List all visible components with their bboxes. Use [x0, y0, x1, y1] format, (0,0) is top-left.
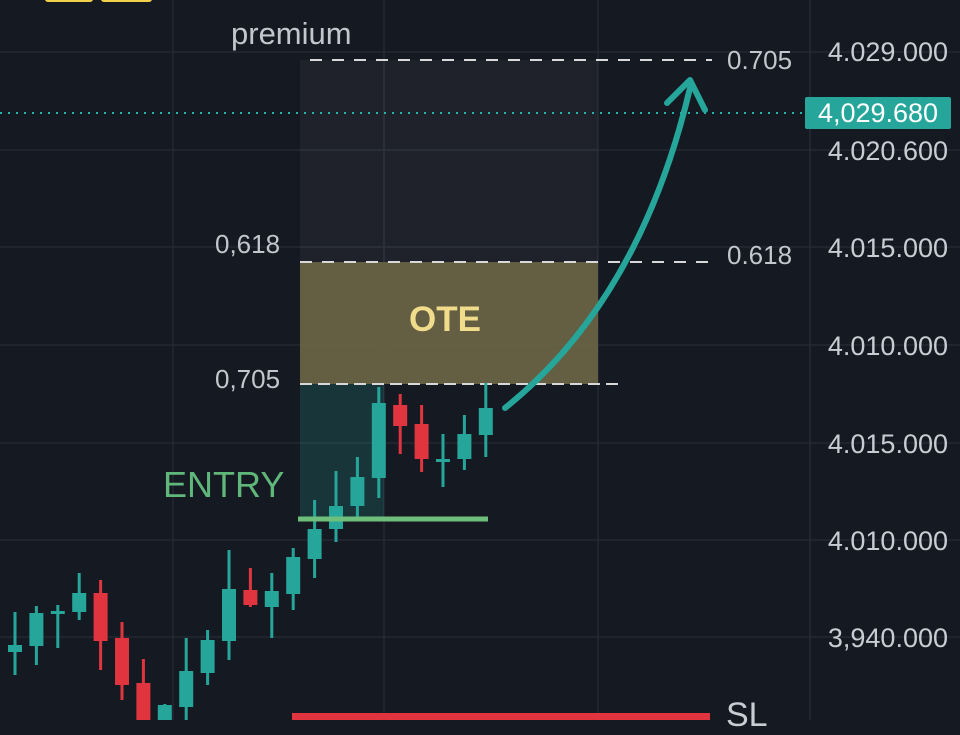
- candle: [8, 612, 22, 675]
- price-tick: 4.020.600: [827, 136, 948, 166]
- price-tick: 3,940.000: [827, 623, 948, 653]
- premium-zone: [300, 60, 598, 262]
- candle: [371, 387, 386, 498]
- stop-loss-bar: [292, 713, 710, 720]
- candle-body: [393, 405, 408, 426]
- candle-body: [136, 683, 151, 720]
- candle-body: [157, 705, 172, 720]
- candle-body: [457, 434, 472, 459]
- candle: [436, 434, 450, 487]
- candle: [115, 622, 129, 700]
- candle: [243, 568, 258, 607]
- candle-body: [200, 640, 215, 673]
- candle-body: [264, 591, 279, 607]
- candle-body: [350, 477, 365, 506]
- candle-body: [72, 593, 87, 612]
- candle: [414, 405, 429, 472]
- candle: [350, 457, 365, 517]
- last-price-badge: 4,029.680: [805, 97, 951, 129]
- ote-zone: [300, 262, 598, 384]
- candle: [457, 415, 472, 470]
- candle: [200, 630, 215, 685]
- candle: [93, 580, 108, 670]
- top-button-2[interactable]: [101, 0, 152, 2]
- candle: [264, 573, 279, 638]
- candle: [478, 383, 493, 457]
- candle-body: [243, 590, 258, 605]
- candle: [307, 500, 322, 578]
- price-chart[interactable]: [0, 0, 960, 720]
- ote-label: OTE: [409, 300, 481, 339]
- entry-label: ENTRY: [163, 464, 285, 505]
- candle: [393, 394, 408, 454]
- candle: [50, 605, 65, 648]
- candle-body: [29, 613, 44, 646]
- candle-body: [371, 403, 386, 478]
- candle-body: [222, 589, 236, 641]
- candle-body: [307, 529, 322, 559]
- candle: [179, 638, 194, 720]
- entry-zone: [300, 384, 384, 520]
- price-tick: 4.029.000: [827, 37, 948, 67]
- candle-body: [286, 557, 301, 594]
- arrowhead-icon: [664, 77, 708, 113]
- fib-right-705-label: 0.705: [727, 45, 793, 75]
- price-tick: 4.010.000: [827, 526, 948, 556]
- candle: [72, 573, 87, 620]
- candle-body: [478, 408, 493, 435]
- candles: [8, 383, 493, 720]
- candle-body: [8, 645, 22, 652]
- candle-body: [179, 671, 194, 707]
- price-tick: 4.010.000: [827, 331, 948, 361]
- sl-label: SL: [726, 696, 768, 734]
- price-tick: 4.015.000: [827, 429, 948, 459]
- fib-left-618-label: 0,618: [215, 229, 281, 259]
- candle: [157, 704, 172, 720]
- candle-body: [115, 638, 129, 685]
- top-button-1[interactable]: [45, 0, 93, 2]
- fib-right-618-label: 0.618: [727, 240, 793, 270]
- candle: [286, 548, 301, 610]
- candle-body: [414, 424, 429, 459]
- fib-left-705-label: 0,705: [215, 364, 281, 394]
- candle-body: [93, 593, 108, 641]
- target-arrow: [502, 85, 693, 411]
- candle: [29, 606, 44, 665]
- premium-label: premium: [231, 16, 352, 51]
- price-tick: 4.015.000: [827, 233, 948, 263]
- candle-body: [436, 459, 450, 462]
- candle: [222, 550, 236, 660]
- candle: [136, 659, 151, 720]
- candle-body: [50, 611, 65, 614]
